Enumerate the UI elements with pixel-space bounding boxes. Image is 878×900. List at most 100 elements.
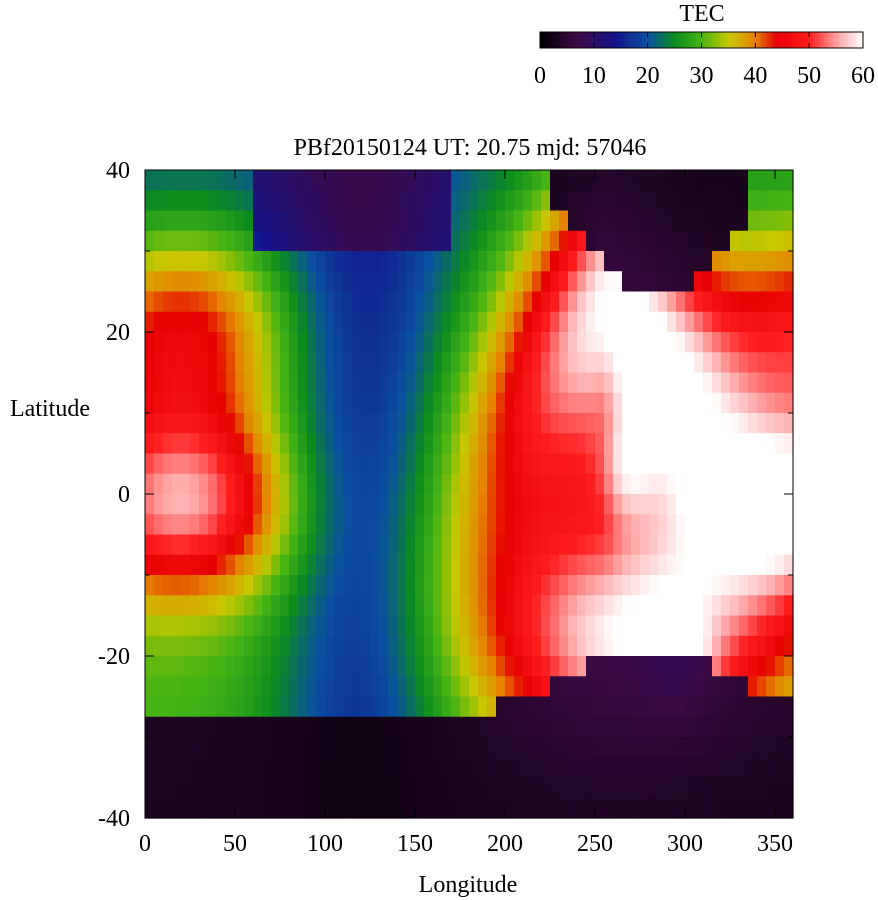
heatmap-cell bbox=[451, 534, 461, 556]
heatmap-cell bbox=[343, 615, 353, 637]
heatmap-cell bbox=[577, 554, 587, 576]
heatmap-cell bbox=[442, 595, 452, 617]
heatmap-cell bbox=[280, 777, 290, 799]
heatmap-cell bbox=[748, 494, 758, 515]
heatmap-cell bbox=[694, 473, 704, 495]
heatmap-cell bbox=[244, 595, 254, 617]
heatmap-cell bbox=[271, 413, 281, 434]
heatmap-cell bbox=[766, 190, 776, 212]
heatmap-cell bbox=[424, 372, 434, 394]
heatmap-cell bbox=[487, 291, 497, 313]
heatmap-cell bbox=[784, 635, 794, 657]
heatmap-cell bbox=[478, 170, 488, 191]
heatmap-cell bbox=[307, 311, 317, 333]
heatmap-cell bbox=[190, 453, 200, 475]
colorbar-segment bbox=[801, 32, 805, 48]
heatmap-cell bbox=[658, 291, 668, 313]
heatmap-cell bbox=[604, 332, 614, 353]
heatmap-cell bbox=[379, 352, 389, 374]
heatmap-cell bbox=[397, 210, 407, 232]
heatmap-cell bbox=[172, 554, 182, 576]
heatmap-cell bbox=[775, 352, 785, 374]
heatmap-cell bbox=[649, 291, 659, 313]
heatmap-cell bbox=[469, 635, 479, 657]
heatmap-cell bbox=[586, 433, 596, 455]
heatmap-cell bbox=[343, 392, 353, 414]
heatmap-cell bbox=[424, 210, 434, 232]
heatmap-cell bbox=[397, 453, 407, 475]
colorbar-segment bbox=[704, 32, 708, 48]
heatmap-cell bbox=[379, 757, 389, 779]
heatmap-cell bbox=[766, 737, 776, 758]
heatmap-cell bbox=[757, 737, 767, 758]
heatmap-cell bbox=[667, 230, 677, 252]
heatmap-cell bbox=[712, 433, 722, 455]
heatmap-cell bbox=[361, 676, 371, 698]
heatmap-cell bbox=[613, 291, 623, 313]
heatmap-cell bbox=[325, 332, 335, 353]
heatmap-cell bbox=[406, 777, 416, 799]
heatmap-cell bbox=[451, 696, 461, 718]
heatmap-cell bbox=[550, 676, 560, 698]
heatmap-cell bbox=[739, 797, 749, 819]
heatmap-cell bbox=[208, 332, 218, 353]
heatmap-cell bbox=[739, 392, 749, 414]
heatmap-cell bbox=[667, 311, 677, 333]
colorbar-segment bbox=[747, 32, 751, 48]
heatmap-cell bbox=[541, 473, 551, 495]
heatmap-cell bbox=[604, 757, 614, 779]
heatmap-cell bbox=[388, 635, 398, 657]
heatmap-cell bbox=[757, 615, 767, 637]
heatmap-cell bbox=[766, 392, 776, 414]
heatmap-cell bbox=[172, 656, 182, 677]
colorbar-segment bbox=[701, 32, 705, 48]
colorbar-segment bbox=[814, 32, 818, 48]
heatmap-cell bbox=[478, 797, 488, 819]
heatmap-cell bbox=[289, 473, 299, 495]
heatmap-cell bbox=[262, 210, 272, 232]
heatmap-cell bbox=[208, 635, 218, 657]
heatmap-cell bbox=[595, 514, 605, 536]
heatmap-cell bbox=[208, 170, 218, 191]
heatmap-cell bbox=[253, 595, 263, 617]
heatmap-cell bbox=[361, 230, 371, 252]
heatmap-cell bbox=[487, 352, 497, 374]
heatmap-cell bbox=[748, 392, 758, 414]
heatmap-cell bbox=[496, 716, 506, 738]
heatmap-cell bbox=[568, 392, 578, 414]
heatmap-cell bbox=[757, 575, 767, 596]
heatmap-cell bbox=[379, 797, 389, 819]
colorbar-segment bbox=[758, 32, 762, 48]
heatmap-cell bbox=[199, 332, 209, 353]
heatmap-cell bbox=[181, 251, 191, 272]
heatmap-cell bbox=[478, 230, 488, 252]
heatmap-cell bbox=[676, 352, 686, 374]
colorbar-segment bbox=[669, 32, 673, 48]
heatmap-cell bbox=[334, 777, 344, 799]
heatmap-cell bbox=[541, 291, 551, 313]
heatmap-cell bbox=[559, 656, 569, 677]
heatmap-cell bbox=[352, 656, 362, 677]
heatmap-cell bbox=[334, 635, 344, 657]
heatmap-cell bbox=[271, 453, 281, 475]
heatmap-cell bbox=[154, 676, 164, 698]
heatmap-cell bbox=[325, 271, 335, 293]
heatmap-cell bbox=[253, 473, 263, 495]
heatmap-cell bbox=[334, 271, 344, 293]
heatmap-cell bbox=[505, 311, 515, 333]
heatmap-cell bbox=[316, 271, 326, 293]
heatmap-cell bbox=[757, 210, 767, 232]
heatmap-cell bbox=[406, 392, 416, 414]
heatmap-cell bbox=[550, 392, 560, 414]
heatmap-cell bbox=[442, 716, 452, 738]
heatmap-cell bbox=[739, 433, 749, 455]
heatmap-cell bbox=[424, 291, 434, 313]
heatmap-cell bbox=[280, 311, 290, 333]
heatmap-cell bbox=[514, 251, 524, 272]
colorbar-segment bbox=[852, 32, 856, 48]
heatmap-cell bbox=[217, 514, 227, 536]
heatmap-cell bbox=[199, 696, 209, 718]
heatmap-cell bbox=[442, 676, 452, 698]
colorbar-segment bbox=[647, 32, 651, 48]
heatmap-cell bbox=[415, 210, 425, 232]
